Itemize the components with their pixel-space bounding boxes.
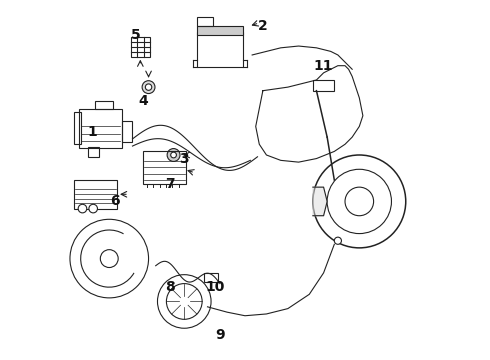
- Text: 5: 5: [131, 28, 141, 42]
- Bar: [122, 121, 132, 143]
- Circle shape: [146, 84, 152, 90]
- Polygon shape: [313, 187, 327, 216]
- Bar: [197, 18, 213, 26]
- Circle shape: [89, 204, 98, 213]
- Text: 11: 11: [314, 59, 333, 73]
- Circle shape: [171, 152, 176, 158]
- Bar: [74, 112, 81, 144]
- Bar: [143, 152, 186, 184]
- Text: 8: 8: [165, 280, 175, 294]
- Bar: [197, 26, 243, 35]
- Circle shape: [142, 81, 155, 94]
- Text: 6: 6: [110, 194, 120, 208]
- Circle shape: [167, 149, 180, 161]
- Text: 3: 3: [179, 152, 189, 166]
- Circle shape: [100, 249, 118, 267]
- Bar: [197, 32, 243, 67]
- Bar: [313, 80, 334, 91]
- Text: 9: 9: [215, 328, 225, 342]
- Bar: [95, 102, 113, 109]
- Bar: [88, 147, 98, 157]
- Circle shape: [78, 204, 87, 213]
- Bar: [131, 37, 150, 57]
- Circle shape: [334, 237, 342, 244]
- Bar: [79, 109, 122, 148]
- Bar: [204, 273, 218, 282]
- Text: 2: 2: [258, 19, 268, 33]
- Text: 10: 10: [205, 280, 224, 294]
- Text: 1: 1: [87, 125, 97, 139]
- Text: 7: 7: [165, 176, 175, 190]
- Bar: [74, 180, 117, 208]
- Circle shape: [345, 187, 373, 216]
- Text: 4: 4: [138, 94, 148, 108]
